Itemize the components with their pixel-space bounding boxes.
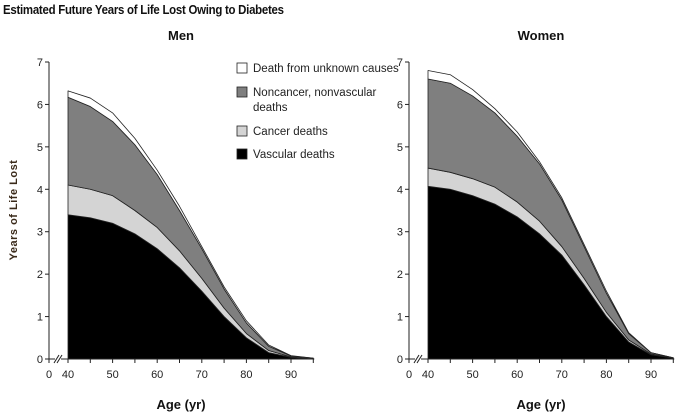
legend-label: Cancer deaths (253, 126, 328, 138)
x-axis-label: Age (yr) (156, 397, 205, 412)
x-tick-label: 90 (645, 369, 657, 381)
y-tick-label: 4 (37, 184, 43, 196)
x-tick-label: 40 (62, 369, 74, 381)
y-tick-label: 7 (397, 57, 403, 69)
legend-label: Death from unknown causes (253, 63, 399, 75)
legend-label: Vascular deaths (253, 149, 335, 161)
x-tick-label: 60 (511, 369, 523, 381)
x-tick-label: 50 (106, 369, 118, 381)
panel-title-men: Men (168, 28, 194, 43)
legend-swatch (236, 148, 248, 160)
x-tick-label: 70 (556, 369, 568, 381)
y-tick-label: 0 (37, 354, 43, 366)
x-tick-label: 0 (406, 369, 412, 381)
y-tick-label: 4 (397, 184, 403, 196)
legend-swatch (236, 62, 248, 74)
y-tick-label: 5 (37, 142, 43, 154)
y-tick-label: 1 (397, 312, 403, 324)
area-women-death-from-unknown-causes (427, 70, 674, 359)
axis-break-mark (416, 354, 423, 364)
legend-swatch (236, 125, 248, 137)
axis-break-mark (56, 354, 63, 364)
y-tick-label: 0 (397, 354, 403, 366)
panel-title-women: Women (518, 28, 565, 43)
y-tick-label: 2 (397, 269, 403, 281)
chart-title: Estimated Future Years of Life Lost Owin… (3, 2, 284, 17)
y-tick-label: 7 (37, 57, 43, 69)
axis-break-gap (55, 355, 61, 363)
legend-label: Noncancer, nonvascular (253, 87, 377, 99)
y-tick-label: 6 (37, 99, 43, 111)
x-tick-label: 50 (466, 369, 478, 381)
x-tick-label: 80 (240, 369, 252, 381)
axis-break-mark (413, 354, 420, 364)
axis-break-mark (53, 354, 60, 364)
y-tick-label: 1 (37, 312, 43, 324)
axis-break-gap (415, 355, 421, 363)
x-tick-label: 80 (600, 369, 612, 381)
x-axis-label: Age (yr) (516, 397, 565, 412)
x-tick-label: 0 (46, 369, 52, 381)
x-tick-label: 90 (285, 369, 297, 381)
y-tick-label: 6 (397, 99, 403, 111)
x-tick-label: 70 (196, 369, 208, 381)
x-tick-label: 60 (151, 369, 163, 381)
x-tick-label: 40 (422, 369, 434, 381)
area-men-death-from-unknown-causes (67, 90, 314, 359)
y-tick-label: 3 (37, 227, 43, 239)
legend-label: deaths (253, 102, 288, 114)
y-axis-label: Years of Life Lost (8, 160, 20, 261)
y-tick-label: 2 (37, 269, 43, 281)
legend-swatch (236, 86, 248, 98)
y-tick-label: 5 (397, 142, 403, 154)
y-tick-label: 3 (397, 227, 403, 239)
